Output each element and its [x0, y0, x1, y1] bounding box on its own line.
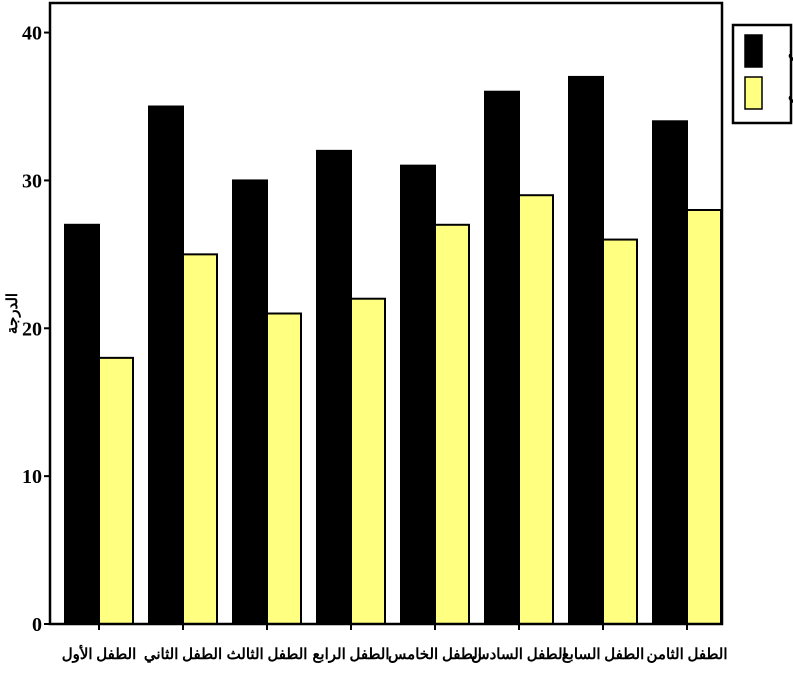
bar-after-7 — [602, 238, 638, 625]
bar-before-8 — [652, 120, 688, 626]
category-label: الطفل الثالث — [227, 647, 308, 663]
bar-before-5 — [400, 164, 436, 625]
bar-before-2 — [148, 105, 184, 625]
bar-after-3 — [266, 312, 302, 625]
bar-before-3 — [232, 179, 268, 626]
legend-swatch-before — [744, 34, 763, 68]
category-label: الطفل السابع — [562, 647, 645, 663]
legend-swatch-after — [744, 76, 763, 110]
bar-after-6 — [518, 194, 554, 625]
bar-after-1 — [98, 356, 134, 625]
y-axis-title: الدرجة — [5, 293, 21, 334]
bar-before-6 — [484, 90, 520, 625]
bar-after-4 — [350, 297, 386, 625]
axes-layer — [44, 1, 724, 630]
category-label: الطفل الثامن — [646, 647, 727, 663]
bars-layer — [64, 75, 722, 626]
y-tick-label: 40 — [22, 23, 42, 45]
category-label: الطفل الخامس — [388, 647, 482, 663]
plot-frame — [48, 1, 724, 626]
category-label: الطفل السادس — [471, 647, 566, 663]
category-label: الطفل الأول — [62, 644, 137, 663]
legend-label-after: بعدي — [788, 87, 793, 104]
bar-before-1 — [64, 223, 100, 626]
bar-after-5 — [434, 223, 470, 626]
bar-before-4 — [316, 149, 352, 625]
legend: قبلي بعدي — [731, 23, 793, 125]
legend-label-before: قبلي — [788, 45, 793, 62]
category-label: الطفل الثاني — [144, 647, 222, 664]
y-tick-label: 0 — [32, 614, 42, 636]
labels-layer: الطفل الأول الطفل الثاني الطفل الثالث الطفل… — [5, 23, 728, 664]
y-tick-label: 10 — [22, 466, 42, 488]
y-tick-label: 20 — [22, 318, 42, 340]
y-tick-label: 30 — [22, 170, 42, 192]
bar-after-8 — [686, 209, 722, 625]
bar-before-7 — [568, 75, 604, 625]
category-label: الطفل الرابع — [312, 647, 389, 663]
bar-after-2 — [182, 253, 218, 625]
